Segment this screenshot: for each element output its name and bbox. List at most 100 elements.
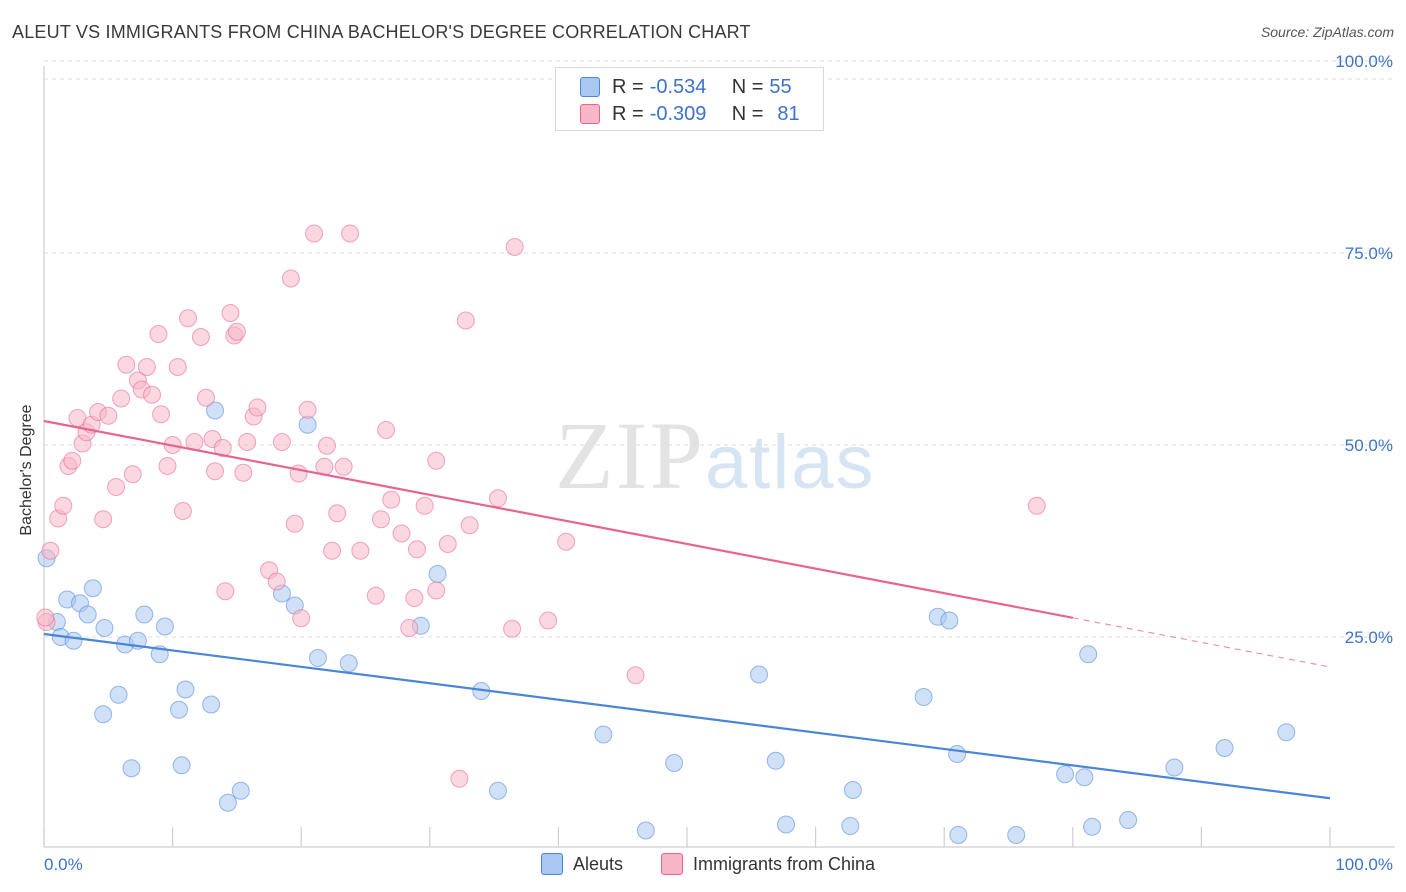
watermark-atlas: atlas: [705, 420, 876, 505]
china-point: [505, 238, 524, 256]
y-axis-label: Bachelor's Degree: [18, 404, 35, 536]
china-point: [407, 540, 426, 559]
legend-row-china: R = -0.309 N = 81: [580, 103, 800, 125]
china-point: [117, 355, 136, 374]
aleut-point: [122, 759, 141, 778]
aleut-point: [1079, 645, 1098, 664]
china-point: [456, 311, 475, 330]
china-point: [298, 400, 317, 419]
aleut-point: [594, 725, 613, 744]
china-point: [405, 589, 424, 607]
china-point: [221, 304, 240, 322]
aleut-point: [1075, 768, 1094, 787]
aleut-point: [170, 700, 189, 719]
china-point: [450, 769, 469, 788]
legend-r-label: R =: [612, 102, 644, 125]
aleut-point: [488, 781, 507, 800]
aleut-point: [298, 415, 317, 434]
aleut-point: [914, 688, 933, 706]
china-point: [285, 514, 304, 533]
aleut-point: [766, 751, 785, 770]
aleut-point: [949, 826, 968, 844]
aleut-point: [83, 579, 102, 598]
legend-r-label: R =: [612, 75, 644, 98]
aleut-point: [777, 815, 796, 834]
aleut-point: [428, 565, 447, 583]
china-point: [503, 619, 522, 638]
legend-swatch-china: [580, 104, 600, 124]
aleut-point: [135, 605, 154, 624]
china-point: [227, 322, 246, 341]
aleut-point: [948, 745, 967, 763]
china-point: [460, 516, 479, 535]
china-point: [341, 224, 360, 243]
aleut-point: [172, 756, 191, 775]
china-point: [427, 581, 446, 600]
legend-r-value: -0.309: [649, 102, 707, 125]
aleut-point: [1215, 739, 1234, 757]
china-point: [123, 465, 142, 484]
aleut-point: [1277, 723, 1296, 742]
china-point: [323, 541, 342, 560]
china-point: [149, 325, 168, 343]
bottom-legend-china: Immigrants from China: [661, 852, 875, 876]
china-point: [334, 457, 353, 476]
china-point: [427, 451, 446, 470]
china-point: [415, 496, 434, 515]
aleut-trend-line: [43, 632, 1331, 800]
aleut-point: [339, 654, 358, 673]
china-point: [158, 457, 177, 475]
aleut-point: [308, 649, 327, 667]
aleut-point: [1119, 811, 1138, 829]
aleut-point: [636, 821, 655, 840]
china-point: [539, 611, 558, 630]
china-trend-line: [43, 419, 1074, 619]
china-point: [179, 309, 198, 328]
legend-swatch-aleuts: [580, 77, 600, 97]
aleut-point: [750, 665, 769, 684]
aleut-point: [1007, 826, 1026, 844]
bottom-legend-label-aleuts: Aleuts: [573, 853, 624, 874]
china-point: [317, 436, 336, 455]
china-point: [305, 224, 324, 243]
aleut-point: [155, 617, 174, 636]
aleut-point: [176, 680, 195, 699]
aleut-point: [940, 611, 959, 630]
china-point: [94, 510, 113, 529]
china-point: [137, 358, 156, 376]
china-point: [272, 433, 291, 451]
china-point: [281, 269, 300, 288]
aleut-point: [109, 685, 128, 704]
legend-n-label: N =: [731, 102, 764, 125]
china-point: [392, 524, 411, 543]
bottom-legend-aleuts: Aleuts: [541, 852, 623, 876]
china-point: [382, 490, 401, 509]
aleut-point: [665, 754, 684, 772]
aleut-point: [64, 631, 83, 650]
y-tick-label: 25.0%: [1345, 628, 1393, 647]
china-point: [143, 385, 162, 404]
china-point: [248, 398, 267, 417]
aleut-point: [206, 401, 225, 420]
chart-title: ALEUT VS IMMIGRANTS FROM CHINA BACHELOR'…: [12, 22, 751, 42]
china-point: [292, 609, 311, 628]
china-point: [41, 541, 60, 560]
china-point: [54, 496, 73, 515]
china-point: [216, 582, 235, 601]
aleut-point: [95, 619, 114, 637]
aleut-point: [841, 817, 860, 835]
china-point: [152, 405, 171, 424]
watermark: ZIPatlas: [555, 400, 876, 511]
china-trend-line-extension: [1072, 617, 1331, 668]
source-credit: Source: ZipAtlas.com: [1260, 24, 1394, 40]
y-tick-label: 75.0%: [1345, 244, 1393, 263]
bottom-legend-swatch-china: [661, 853, 683, 875]
bottom-legend-swatch-aleuts: [541, 853, 563, 875]
china-point: [173, 502, 192, 520]
china-point: [213, 439, 232, 457]
china-point: [328, 504, 347, 523]
bottom-legend-label-china: Immigrants from China: [693, 853, 876, 874]
x-tick-label: 0.0%: [44, 855, 83, 874]
stats-legend: R = -0.534 N = 55 R = -0.309 N = 81: [555, 67, 824, 131]
china-point: [557, 532, 576, 551]
